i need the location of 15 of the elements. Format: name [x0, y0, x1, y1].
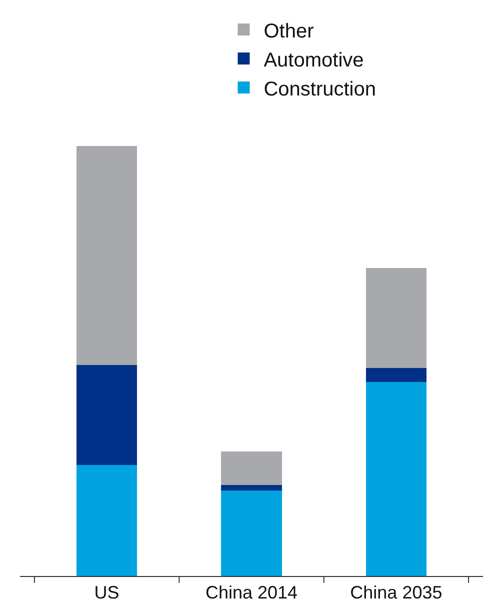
bar — [221, 452, 282, 485]
bar — [221, 484, 282, 490]
legend-label: Other — [264, 20, 314, 42]
bar — [366, 268, 427, 368]
legend-label: Construction — [264, 78, 376, 100]
bar — [76, 365, 138, 466]
x-tick-label: China 2014 — [205, 582, 298, 603]
x-tick-label: China 2035 — [350, 582, 442, 603]
bar — [366, 382, 427, 576]
x-tick-label: US — [94, 582, 120, 603]
bar — [76, 146, 138, 366]
legend-label: Automotive — [264, 49, 364, 72]
bar — [76, 465, 138, 576]
bar — [366, 368, 427, 382]
bar — [221, 490, 282, 576]
